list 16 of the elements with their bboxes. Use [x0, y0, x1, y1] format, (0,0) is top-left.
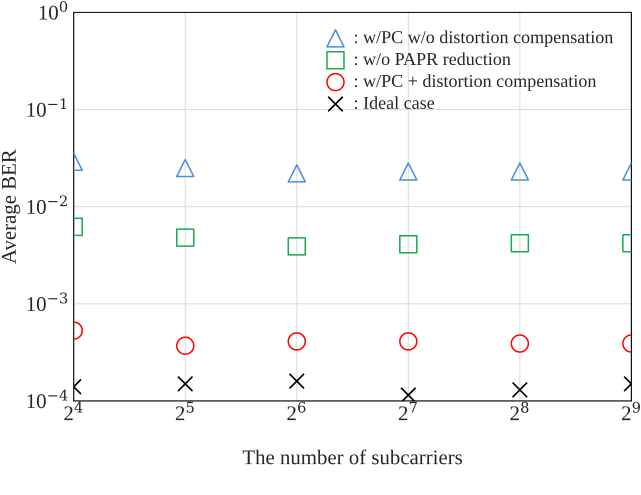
x-tick-label: 2$^{4}$ — [64, 402, 83, 420]
y-tick-label: 10$^{0}$ — [40, 1, 68, 20]
y-tick-label: 10$^{−2}$ — [28, 195, 67, 214]
x-tick-label: 2$^{6}$ — [287, 402, 306, 420]
legend-label: : w/PC + distortion compensation — [354, 74, 596, 91]
y-axis-title: Average BER — [2, 149, 20, 264]
y-tick-label: 10$^{−1}$ — [28, 98, 66, 117]
x-tick-label: 2$^{9}$ — [622, 402, 640, 420]
x-axis-title: The number of subcarriers — [242, 449, 462, 464]
x-tick-label: 2$^{5}$ — [176, 402, 194, 420]
legend-label: : Ideal case — [354, 96, 434, 110]
legend-label: : w/o PAPR reduction — [354, 52, 511, 66]
legend-label: : w/PC w/o distortion compensation — [354, 30, 614, 47]
x-tick-label: 2$^{7}$ — [398, 402, 417, 420]
x-tick-label: 2$^{8}$ — [510, 402, 528, 420]
y-tick-label: 10$^{−3}$ — [28, 292, 68, 312]
